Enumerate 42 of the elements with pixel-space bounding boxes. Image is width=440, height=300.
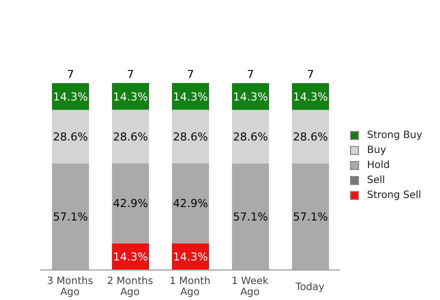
bar [172,163,209,244]
bar [232,110,269,164]
data-label: 28.6% [173,130,208,144]
x-tick-label: 1 Month Ago [170,276,210,298]
legend-label: Hold [367,160,390,171]
data-label: 14.3% [173,250,208,264]
legend-label: Buy [367,145,386,156]
x-tick-label: 2 Months Ago [106,276,154,298]
legend-label: Strong Buy [367,130,422,141]
bar [292,163,329,270]
bar [172,110,209,164]
x-tick-label: 3 Months Ago [46,276,94,298]
text: 7 [187,68,194,81]
bar [52,163,89,270]
data-label: 57.1% [293,210,328,224]
data-label: 14.3% [113,250,148,264]
x-tick-label: 1 Week Ago [232,276,269,298]
text: 7 [307,68,314,82]
bar [232,163,269,270]
data-label: 14.3% [293,90,328,104]
text: 7 [127,68,134,81]
data-label: 42.9% [173,197,208,210]
bar [112,110,149,164]
bar [112,163,149,244]
data-label: 28.6% [53,130,88,144]
data-label: 28.6% [293,130,328,144]
data-label: 42.9% [113,197,148,210]
data-label: 14.3% [233,90,268,104]
text: 7 [67,68,74,82]
text: 7 [247,68,254,82]
data-label: 28.6% [233,130,268,144]
data-label: 14.3% [53,90,88,104]
data-label: 57.1% [233,210,268,224]
legend-label: Strong Sell [367,190,422,201]
bar [292,110,329,164]
data-label: 28.6% [113,130,148,144]
data-label: 57.1% [53,210,88,224]
data-label: 14.3% [173,90,208,104]
x-tick-label: Today [294,282,325,293]
bar [52,110,89,164]
legend-label: Sell [367,175,386,186]
data-label: 14.3% [113,90,148,104]
